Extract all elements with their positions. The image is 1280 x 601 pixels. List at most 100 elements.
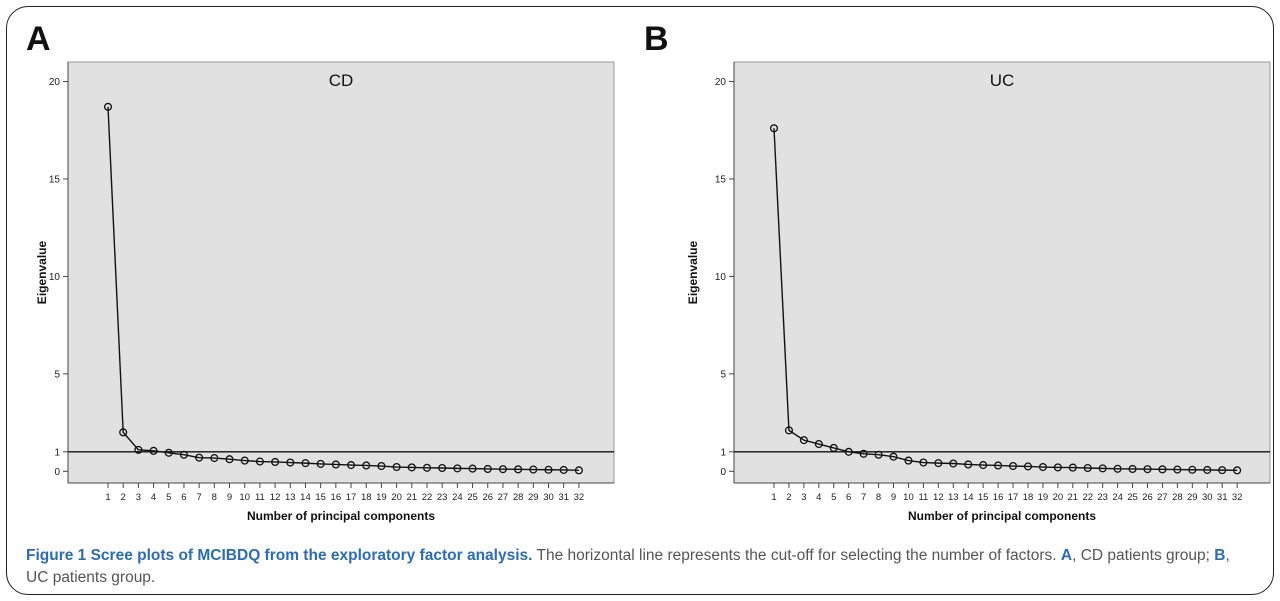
y-tick-label: 10: [49, 272, 61, 283]
eigenvalue-point: [559, 465, 568, 474]
x-tick-label: 22: [1082, 492, 1093, 503]
y-tick-label: 0: [720, 467, 726, 478]
y-tick-label: 20: [49, 77, 61, 88]
x-tick-label: 9: [891, 492, 896, 503]
y-tick-label: 1: [720, 447, 726, 458]
x-tick-label: 29: [528, 492, 539, 503]
x-tick-label: 28: [513, 492, 524, 503]
x-tick-label: 18: [361, 492, 372, 503]
x-tick-label: 27: [1157, 492, 1168, 503]
eigenvalue-point: [844, 447, 853, 456]
y-tick-label: 1: [54, 447, 60, 458]
eigenvalue-point: [286, 458, 295, 467]
x-tick-label: 20: [391, 492, 402, 503]
x-tick-label: 16: [331, 492, 342, 503]
x-tick-label: 16: [993, 492, 1004, 503]
eigenvalue-point: [1098, 464, 1107, 473]
eigenvalue-point: [1158, 465, 1167, 474]
x-tick-label: 30: [1202, 492, 1213, 503]
caption-text-1: The horizontal line represents the cut-o…: [532, 547, 1061, 564]
x-tick-label: 23: [1097, 492, 1108, 503]
eigenvalue-point: [498, 465, 507, 474]
x-tick-label: 2: [121, 492, 126, 503]
x-tick-label: 21: [407, 492, 418, 503]
plot-area: [733, 61, 1271, 484]
x-tick-label: 5: [166, 492, 171, 503]
eigenvalue-point: [994, 461, 1003, 470]
x-tick-label: 4: [816, 492, 821, 503]
eigenvalue-point: [574, 466, 583, 475]
x-tick-label: 6: [181, 492, 186, 503]
eigenvalue-point: [979, 461, 988, 470]
y-tick-label: 15: [49, 174, 61, 185]
eigenvalue-point: [1053, 463, 1062, 472]
eigenvalue-point: [814, 439, 823, 449]
y-tick-label: 0: [54, 467, 60, 478]
eigenvalue-point: [119, 428, 128, 437]
x-tick-label: 26: [482, 492, 493, 503]
x-tick-label: 7: [196, 492, 201, 503]
eigenvalue-point: [1218, 466, 1227, 475]
x-tick-label: 10: [239, 492, 250, 503]
eigenvalue-point: [468, 464, 477, 473]
x-tick-label: 8: [212, 492, 217, 503]
eigenvalue-point: [483, 464, 492, 474]
eigenvalue-point: [316, 459, 325, 468]
x-tick-label: 17: [346, 492, 357, 503]
x-tick-label: 20: [1053, 492, 1064, 503]
x-tick-label: 22: [422, 492, 433, 503]
panel-label-b: B: [644, 20, 669, 58]
eigenvalue-point: [210, 454, 219, 463]
eigenvalue-point: [301, 459, 310, 468]
eigenvalue-point: [1068, 463, 1077, 472]
caption-letter-b: B: [1214, 547, 1226, 564]
figure-caption: Figure 1 Scree plots of MCIBDQ from the …: [26, 545, 1256, 589]
eigenvalue-point: [255, 457, 264, 466]
eigenvalue-point: [346, 461, 356, 470]
eigenvalue-point: [407, 463, 416, 472]
eigenvalue-point: [934, 459, 943, 468]
eigenvalue-line: [773, 128, 1238, 472]
eigenvalue-point: [422, 463, 432, 472]
caption-title: Figure 1 Scree plots of MCIBDQ from the …: [26, 547, 533, 564]
x-tick-label: 13: [285, 492, 296, 503]
x-tick-label: 1: [105, 492, 110, 503]
x-tick-label: 5: [831, 492, 836, 503]
x-tick-label: 28: [1172, 492, 1183, 503]
eigenvalue-point: [1083, 463, 1092, 473]
panel-label-a: A: [26, 20, 51, 58]
x-tick-label: 29: [1187, 492, 1198, 503]
eigenvalue-point: [225, 455, 234, 464]
x-tick-label: 30: [543, 492, 554, 503]
x-tick-label: 24: [452, 492, 463, 503]
x-tick-label: 11: [255, 492, 265, 503]
eigenvalue-point: [949, 459, 958, 468]
x-tick-label: 3: [801, 492, 806, 503]
y-tick-label: 5: [720, 369, 726, 380]
eigenvalue-point: [784, 426, 793, 435]
eigenvalue-point: [919, 458, 928, 467]
y-axis-label: Eigenvalue: [686, 240, 700, 304]
x-tick-label: 7: [861, 492, 866, 503]
x-tick-label: 15: [978, 492, 989, 503]
x-tick-label: 32: [1232, 492, 1243, 503]
eigenvalue-point: [904, 456, 913, 465]
x-tick-label: 27: [498, 492, 509, 503]
eigenvalue-point: [1023, 462, 1033, 471]
caption-letter-a: A: [1060, 547, 1073, 564]
eigenvalue-point: [964, 460, 973, 469]
eigenvalue-point: [1233, 466, 1242, 475]
x-tick-label: 19: [1038, 492, 1049, 503]
x-tick-label: 25: [1127, 492, 1138, 503]
eigenvalue-point: [195, 453, 204, 462]
eigenvalue-point: [1173, 465, 1182, 474]
eigenvalue-point: [362, 461, 371, 470]
x-tick-label: 17: [1008, 492, 1019, 503]
eigenvalue-point: [240, 456, 249, 465]
eigenvalue-point: [544, 465, 553, 474]
x-tick-label: 8: [876, 492, 881, 503]
x-axis-label: Number of principal components: [908, 509, 1096, 523]
y-axis-label: Eigenvalue: [35, 240, 49, 304]
eigenvalue-point: [889, 452, 898, 461]
plot-area: [67, 61, 615, 484]
